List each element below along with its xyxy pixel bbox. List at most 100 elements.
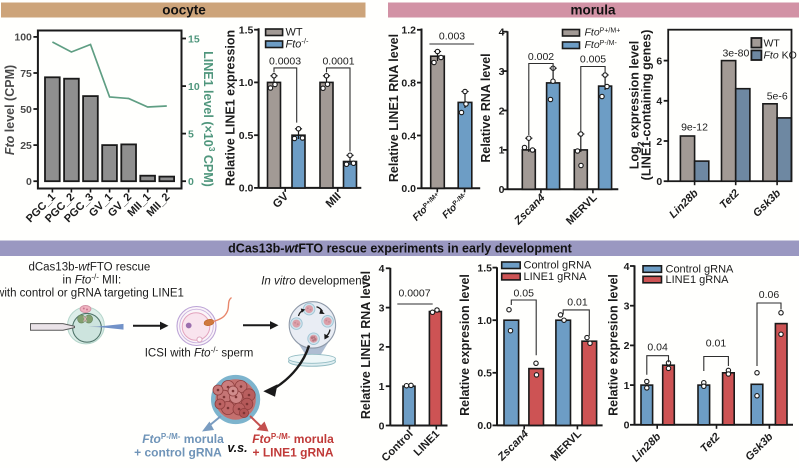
svg-text:1.0: 1.0 [477, 315, 492, 327]
svg-text:25: 25 [20, 140, 32, 152]
svg-text:5: 5 [188, 128, 194, 140]
svg-text:50: 50 [20, 104, 32, 116]
svg-text:GV: GV [271, 190, 291, 210]
svg-text:1: 1 [624, 380, 630, 392]
svg-text:FtoP+/M+: FtoP+/M+ [410, 191, 443, 224]
svg-text:2: 2 [379, 342, 385, 354]
svg-text:FtoP+/M+: FtoP+/M+ [585, 27, 621, 39]
svg-text:3e-80: 3e-80 [722, 48, 749, 60]
svg-text:with control or gRNA targeting: with control or gRNA targeting LINE1 [0, 288, 184, 300]
svg-text:0: 0 [624, 420, 630, 432]
svg-text:LINE1 level (×103 CPM): LINE1 level (×103 CPM) [201, 51, 217, 187]
svg-text:3: 3 [499, 66, 505, 78]
svg-text:0.0: 0.0 [239, 183, 254, 195]
svg-text:5e-6: 5e-6 [767, 91, 788, 103]
svg-text:FtoP-/M-: FtoP-/M- [440, 191, 470, 221]
svg-text:4: 4 [379, 263, 385, 275]
svg-text:LINE1 gRNA: LINE1 gRNA [524, 271, 588, 283]
svg-text:0.8: 0.8 [401, 77, 416, 89]
svg-text:dCas13b-wtFTO rescue experimen: dCas13b-wtFTO rescue experiments in earl… [228, 241, 572, 255]
svg-text:0.0003: 0.0003 [269, 56, 301, 68]
svg-text:LINE1 gRNA: LINE1 gRNA [666, 274, 730, 286]
svg-text:Tet2: Tet2 [698, 431, 722, 455]
svg-text:10: 10 [188, 81, 200, 93]
svg-text:Zscan4: Zscan4 [512, 192, 548, 228]
svg-text:0.0: 0.0 [477, 420, 492, 432]
svg-text:2: 2 [499, 105, 505, 117]
svg-text:1.0: 1.0 [239, 77, 254, 89]
svg-text:Control gRNA: Control gRNA [666, 264, 735, 276]
svg-text:100: 100 [14, 32, 32, 44]
svg-text:In vitro development: In vitro development [261, 276, 365, 288]
svg-text:0: 0 [656, 176, 662, 188]
svg-text:FtoP-/M- morula: FtoP-/M- morula [252, 432, 334, 447]
svg-text:75: 75 [20, 68, 32, 80]
svg-text:(LINE1-containing genes): (LINE1-containing genes) [640, 30, 654, 181]
svg-text:Lin28b: Lin28b [667, 187, 701, 221]
svg-text:15: 15 [188, 33, 200, 45]
svg-text:v.s.: v.s. [227, 441, 247, 455]
svg-text:1: 1 [379, 381, 385, 393]
svg-text:Relative expresion level: Relative expresion level [607, 274, 621, 416]
svg-text:Relative LINE1 RNA level: Relative LINE1 RNA level [387, 34, 401, 182]
svg-text:0.05: 0.05 [513, 288, 534, 300]
svg-text:0: 0 [26, 176, 32, 188]
svg-text:0.04: 0.04 [647, 342, 668, 354]
svg-text:0.0: 0.0 [401, 183, 416, 195]
svg-text:0.06: 0.06 [759, 289, 780, 301]
svg-text:0.5: 0.5 [477, 368, 492, 380]
svg-text:4: 4 [656, 96, 662, 108]
svg-text:3: 3 [624, 301, 630, 313]
svg-text:0.0007: 0.0007 [398, 288, 430, 300]
svg-text:Relative RNA level: Relative RNA level [479, 53, 493, 162]
svg-text:0: 0 [499, 184, 505, 196]
svg-text:0.002: 0.002 [528, 51, 554, 63]
svg-text:1.5: 1.5 [477, 262, 492, 274]
svg-text:WT: WT [764, 37, 781, 49]
svg-text:1.5: 1.5 [239, 25, 254, 37]
svg-text:4: 4 [624, 261, 630, 273]
svg-text:Gsk3b: Gsk3b [743, 431, 775, 463]
svg-text:0.5: 0.5 [239, 130, 254, 142]
svg-text:Fto KO: Fto KO [764, 50, 797, 62]
svg-text:Control gRNA: Control gRNA [524, 260, 593, 272]
svg-text:Fto level (CPM): Fto level (CPM) [3, 65, 17, 155]
svg-text:2: 2 [656, 136, 662, 148]
svg-text:0.01: 0.01 [567, 297, 588, 309]
svg-text:0.003: 0.003 [439, 31, 465, 43]
svg-text:LINE1: LINE1 [412, 428, 443, 459]
svg-text:WT: WT [286, 26, 303, 38]
svg-text:Relative LINE1 RNA level: Relative LINE1 RNA level [359, 271, 373, 419]
svg-text:Tet2: Tet2 [718, 187, 742, 211]
svg-text:in Fto-/- MII:: in Fto-/- MII: [63, 272, 122, 287]
svg-text:Zscan4: Zscan4 [495, 428, 531, 464]
svg-text:Lin28b: Lin28b [630, 431, 664, 465]
svg-text:Gsk3b: Gsk3b [751, 187, 783, 219]
svg-text:0: 0 [379, 420, 385, 432]
svg-text:Fto-/-: Fto-/- [286, 36, 309, 51]
svg-text:FtoP-/M- morula: FtoP-/M- morula [142, 432, 224, 447]
svg-text:0.4: 0.4 [401, 130, 416, 142]
svg-text:6: 6 [656, 55, 662, 67]
svg-text:Relative expresion level: Relative expresion level [458, 274, 472, 416]
svg-text:3: 3 [379, 302, 385, 314]
svg-text:+ LINE1 gRNA: + LINE1 gRNA [252, 446, 333, 460]
svg-text:0: 0 [188, 176, 194, 188]
svg-text:0.01: 0.01 [706, 338, 727, 350]
svg-text:+ control gRNA: + control gRNA [134, 446, 222, 460]
svg-text:1: 1 [499, 145, 505, 157]
svg-text:0.0001: 0.0001 [322, 56, 354, 68]
svg-text:FtoP-/M-: FtoP-/M- [585, 39, 618, 51]
svg-text:dCas13b-wtFTO rescue: dCas13b-wtFTO rescue [28, 262, 150, 274]
svg-text:9e-12: 9e-12 [681, 122, 708, 134]
svg-text:Control: Control [379, 428, 415, 464]
svg-text:oocyte: oocyte [162, 2, 206, 17]
svg-text:4: 4 [499, 27, 505, 39]
svg-text:2: 2 [624, 340, 630, 352]
svg-text:morula: morula [570, 2, 616, 17]
svg-text:Log2 expression level: Log2 expression level [628, 41, 646, 169]
svg-text:ICSI with Fto-/- sperm: ICSI with Fto-/- sperm [145, 345, 254, 360]
svg-text:0.005: 0.005 [580, 54, 606, 66]
svg-text:MII: MII [324, 191, 344, 211]
svg-text:MERVL: MERVL [564, 192, 600, 228]
